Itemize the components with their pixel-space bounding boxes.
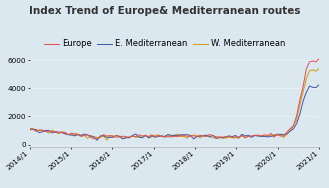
- E. Mediterranean: [28, 128, 32, 130]
- W. Mediterranean: [314, 70, 318, 72]
- Europe: [275, 133, 279, 135]
- Europe: [98, 136, 102, 138]
- W. Mediterranean: [311, 69, 315, 71]
- E. Mediterranean: [95, 139, 99, 141]
- W. Mediterranean: [28, 130, 32, 132]
- E. Mediterranean: [275, 133, 279, 136]
- Europe: [314, 61, 318, 63]
- Text: Index Trend of Europe& Mediterranean routes: Index Trend of Europe& Mediterranean rou…: [29, 6, 300, 16]
- W. Mediterranean: [95, 136, 99, 139]
- Line: Europe: Europe: [30, 59, 319, 139]
- Legend: Europe, E. Mediterranean, W. Mediterranean: Europe, E. Mediterranean, W. Mediterrane…: [40, 36, 289, 52]
- Europe: [28, 127, 32, 130]
- Europe: [92, 138, 96, 140]
- Europe: [317, 58, 321, 60]
- Europe: [63, 131, 67, 133]
- W. Mediterranean: [63, 132, 67, 134]
- W. Mediterranean: [102, 135, 106, 137]
- E. Mediterranean: [98, 135, 102, 137]
- W. Mediterranean: [105, 139, 109, 141]
- W. Mediterranean: [275, 134, 279, 136]
- E. Mediterranean: [311, 86, 315, 89]
- E. Mediterranean: [317, 84, 321, 86]
- E. Mediterranean: [63, 133, 67, 135]
- E. Mediterranean: [314, 86, 318, 89]
- E. Mediterranean: [105, 136, 109, 139]
- Line: W. Mediterranean: W. Mediterranean: [30, 69, 319, 140]
- W. Mediterranean: [317, 67, 321, 70]
- Europe: [311, 60, 315, 62]
- Line: E. Mediterranean: E. Mediterranean: [30, 85, 319, 140]
- Europe: [105, 135, 109, 137]
